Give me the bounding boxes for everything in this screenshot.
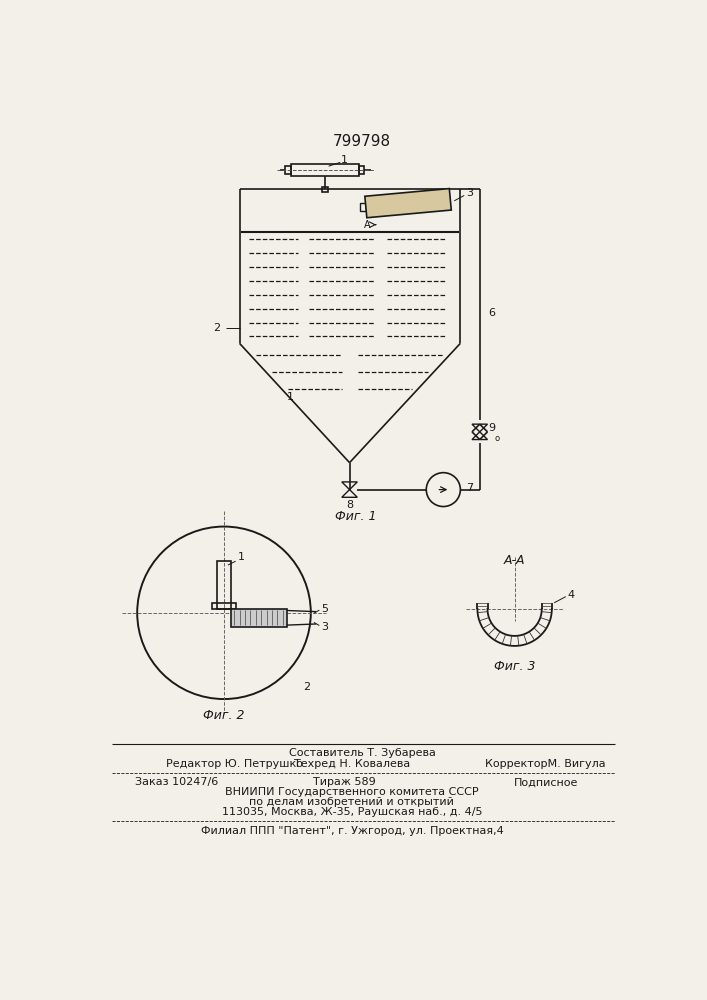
Text: 8: 8 [346, 500, 353, 510]
Text: 5: 5 [322, 604, 329, 614]
Text: Редактор Ю. Петрушко: Редактор Ю. Петрушко [166, 759, 303, 769]
Bar [285, 166, 291, 174]
Text: 1: 1 [238, 552, 245, 562]
Bar [322, 187, 328, 192]
Text: Филиал ППП "Патент", г. Ужгород, ул. Проектная,4: Филиал ППП "Патент", г. Ужгород, ул. Про… [201, 826, 503, 836]
Text: КорректорМ. Вигула: КорректорМ. Вигула [485, 759, 606, 769]
Text: 799798: 799798 [333, 134, 391, 149]
Text: Подписное: Подписное [513, 777, 578, 787]
Text: 9: 9 [488, 423, 495, 433]
Text: 6: 6 [488, 308, 495, 318]
Bar [360, 203, 366, 211]
Text: A: A [364, 220, 370, 230]
Text: A-A: A-A [504, 554, 525, 567]
Text: 113035, Москва, Ж-35, Раушская наб., д. 4/5: 113035, Москва, Ж-35, Раушская наб., д. … [221, 807, 482, 817]
Bar [231, 609, 287, 627]
Polygon shape [365, 189, 451, 218]
Text: 3: 3 [466, 188, 473, 198]
Text: Заказ 10247/6: Заказ 10247/6 [135, 777, 218, 787]
Text: 1: 1 [341, 155, 348, 165]
Bar [212, 603, 235, 609]
Text: ВНИИПИ Государственного комитета СССР: ВНИИПИ Государственного комитета СССР [225, 787, 479, 797]
Text: Фиг. 3: Фиг. 3 [494, 660, 535, 673]
Text: Техред Н. Ковалева: Техред Н. Ковалева [293, 759, 410, 769]
Text: 1: 1 [286, 392, 293, 402]
Bar [291, 164, 359, 176]
Text: Тираж 589: Тираж 589 [312, 777, 375, 787]
Text: o: o [494, 434, 499, 443]
Bar [217, 561, 231, 609]
Text: 2: 2 [303, 682, 310, 692]
Text: 7: 7 [467, 483, 474, 493]
Text: 3: 3 [322, 622, 329, 632]
Text: 4: 4 [567, 590, 575, 600]
Text: по делам изобретений и открытий: по делам изобретений и открытий [250, 797, 455, 807]
Text: Фиг. 1: Фиг. 1 [335, 510, 377, 523]
Text: Составитель Т. Зубарева: Составитель Т. Зубарева [288, 748, 436, 758]
Text: 2: 2 [213, 323, 220, 333]
Bar [359, 166, 364, 174]
Text: Фиг. 2: Фиг. 2 [203, 709, 245, 722]
